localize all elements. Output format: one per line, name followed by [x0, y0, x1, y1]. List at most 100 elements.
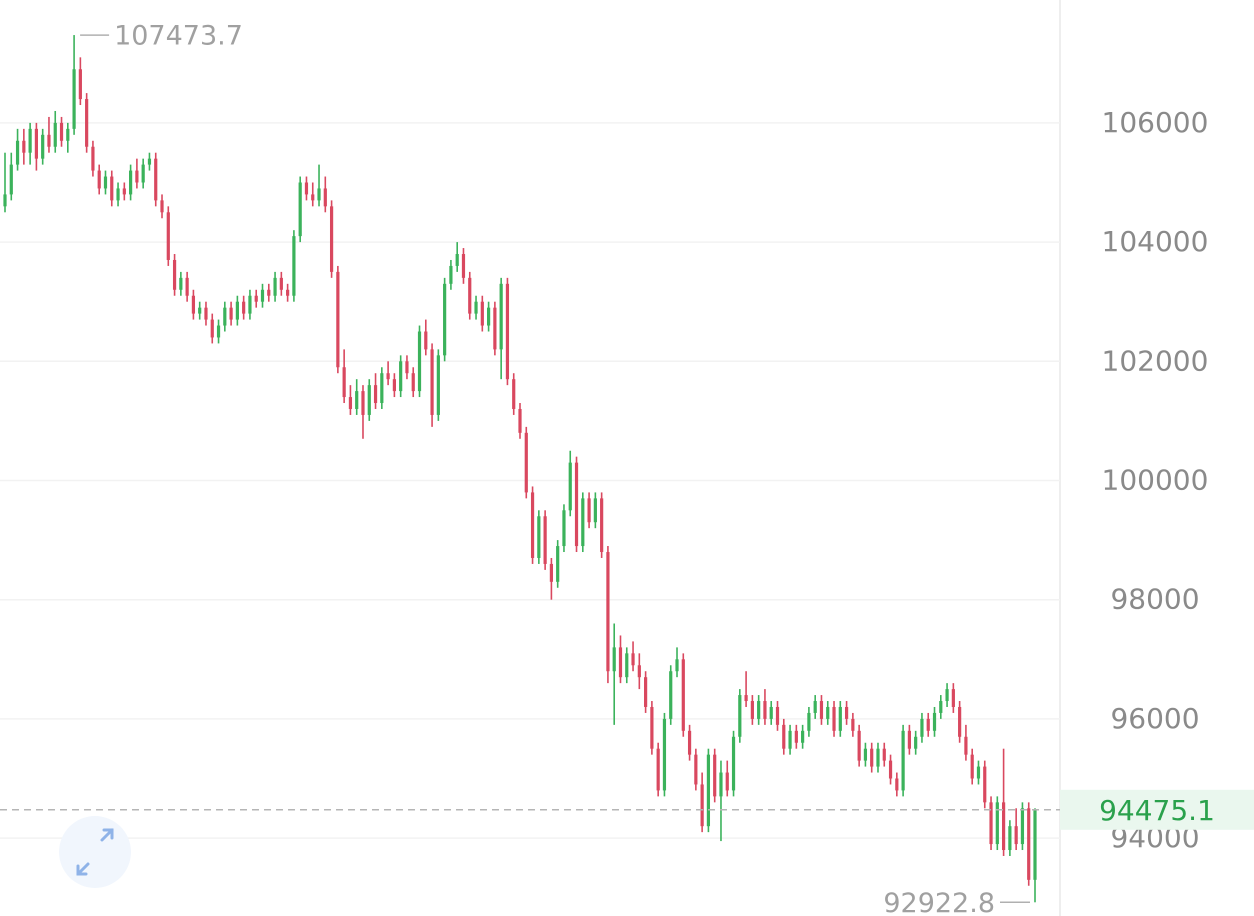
candle-body	[1027, 808, 1031, 880]
y-tick-label: 98000	[1110, 583, 1199, 616]
candle-body	[443, 283, 447, 356]
candle-body	[449, 265, 453, 284]
candle-body	[669, 671, 673, 719]
candle-body	[154, 158, 158, 201]
candle-body	[116, 188, 120, 201]
candle-body	[537, 516, 541, 558]
overlay: 107473.7 92922.8 94475.1	[0, 21, 1254, 916]
candle-body	[838, 706, 842, 731]
candle-body	[694, 754, 698, 785]
candle-body	[844, 706, 849, 719]
candle-body	[757, 701, 761, 719]
candle-body	[819, 701, 824, 719]
candle-body	[700, 784, 704, 827]
candle-body	[851, 718, 855, 731]
candle-body	[618, 647, 623, 678]
candle-body	[857, 730, 861, 761]
candle-body	[468, 277, 472, 314]
candle-body	[59, 122, 64, 141]
expand-icon[interactable]	[76, 828, 114, 876]
candle-body	[568, 462, 572, 511]
candle-body	[97, 170, 101, 189]
candle-body	[47, 134, 51, 147]
candle-body	[644, 677, 648, 707]
candle-body	[801, 730, 805, 743]
candle-body	[198, 307, 202, 314]
candle-body	[436, 355, 440, 415]
candle-body	[794, 730, 798, 743]
candle-body	[656, 748, 660, 791]
candle-body	[185, 277, 189, 296]
candle-body	[518, 408, 522, 433]
candle-body	[826, 706, 830, 719]
candle-body	[135, 170, 139, 183]
candle-body	[298, 182, 302, 237]
candle-body	[499, 283, 503, 350]
candle-body	[593, 498, 597, 523]
candle-body	[311, 194, 315, 201]
candle-body	[1001, 802, 1006, 851]
candle-body	[512, 379, 516, 409]
candle-body	[769, 706, 773, 719]
candle-body	[907, 730, 911, 749]
candle-body	[323, 188, 327, 207]
candle-body	[355, 391, 359, 409]
candle-body	[600, 498, 604, 553]
candle-body	[989, 802, 993, 845]
candles	[3, 35, 1037, 903]
candle-body	[876, 748, 880, 767]
candle-body	[863, 748, 868, 761]
candle-body	[417, 331, 422, 392]
candle-body	[574, 462, 579, 547]
candle-body	[279, 277, 283, 290]
candle-body	[882, 748, 886, 761]
candle-body	[304, 182, 309, 195]
candle-body	[66, 128, 70, 141]
candle-body	[336, 271, 340, 368]
candle-body	[738, 695, 742, 737]
candle-body	[160, 200, 164, 213]
candle-body	[612, 647, 616, 672]
candle-body	[191, 295, 196, 314]
candle-body	[461, 254, 466, 278]
y-tick-label: 102000	[1102, 344, 1209, 377]
y-tick-label: 104000	[1102, 225, 1209, 258]
candle-body	[267, 289, 271, 296]
expand-button[interactable]	[59, 816, 131, 888]
candle-body	[141, 164, 145, 183]
candle-body	[361, 391, 365, 415]
expand-button-bg[interactable]	[59, 816, 131, 888]
candle-body	[223, 307, 227, 326]
candle-body	[926, 718, 930, 731]
candle-body	[28, 128, 32, 153]
candle-body	[750, 701, 754, 719]
candle-body	[951, 689, 955, 707]
candle-body	[939, 701, 943, 713]
candle-body	[1033, 809, 1037, 880]
candle-body	[34, 128, 39, 159]
candle-body	[976, 766, 981, 779]
candle-body	[292, 236, 296, 296]
candle-body	[41, 134, 45, 159]
candle-body	[392, 379, 396, 392]
candle-body	[713, 754, 717, 797]
candle-body	[329, 206, 334, 272]
last-price-bg	[1060, 789, 1254, 830]
candle-body	[687, 730, 692, 755]
candle-body	[91, 146, 95, 171]
candle-body	[958, 706, 962, 737]
candle-body	[1020, 808, 1025, 845]
candle-body	[788, 730, 792, 749]
candle-body	[229, 307, 233, 320]
candle-body	[970, 754, 974, 779]
candle-body	[317, 188, 321, 201]
candle-body	[530, 492, 535, 558]
candle-body	[556, 546, 560, 582]
candle-body	[719, 772, 723, 797]
candle-body	[411, 373, 415, 392]
candle-body	[405, 361, 409, 374]
candle-body	[813, 701, 817, 713]
candle-body	[581, 498, 585, 547]
candle-body	[524, 432, 528, 493]
